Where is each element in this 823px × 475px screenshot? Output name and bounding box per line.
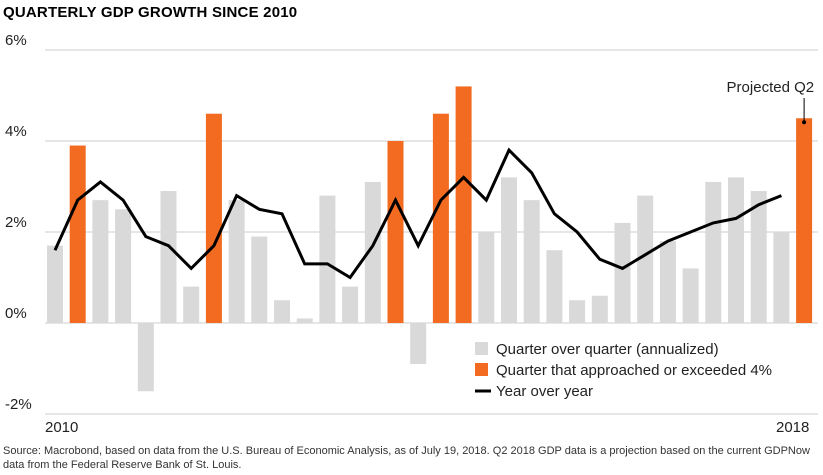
bar-highlight [796,118,813,323]
yoy-line [53,147,782,280]
bar [478,232,495,323]
bar [637,195,654,323]
bar [569,300,586,323]
bar [160,191,177,323]
yoy-line-layer [53,147,782,280]
bar [296,318,313,323]
bar [137,323,154,392]
annotation: Projected Q2 [727,79,815,125]
bar [773,232,790,323]
axis-labels: 6% 4% 2% 0% -2% 2010 2018 [5,32,809,436]
bar-highlight [387,141,404,323]
bar [682,268,699,323]
bar [228,200,245,323]
legend-qoq-label: Quarter over quarter (annualized) [496,341,719,358]
legend-qoq-swatch [475,342,488,355]
bar [705,181,722,323]
x-tick-label-end: 2018 [776,419,809,436]
bar-highlight [205,113,222,323]
bar [410,323,427,364]
bar [546,250,563,323]
bar-highlight [432,113,449,323]
y-tick-label: 4% [5,123,27,140]
legend-yoy-label: Year over year [496,383,593,400]
bar [342,286,359,323]
source-note: Source: Macrobond, based on data from th… [3,445,810,471]
bar [364,181,381,323]
bar [183,286,200,323]
bar [523,200,540,323]
bar [274,300,290,323]
bar [659,241,676,323]
bar [591,295,608,323]
bar [92,200,109,323]
bar [319,195,336,323]
bar [750,191,767,323]
annotation-dot [802,120,807,125]
legend: Quarter over quarter (annualized) Quarter… [475,341,772,400]
y-tick-label: 0% [5,305,27,322]
bar [47,245,63,323]
bar [115,209,132,323]
bar [501,177,517,323]
y-tick-label: -2% [5,396,32,413]
y-tick-label: 2% [5,214,27,231]
x-tick-label-start: 2010 [45,419,78,436]
bar [614,222,631,323]
legend-highlight-label: Quarter that approached or exceeded 4% [496,362,772,379]
chart-title: QUARTERLY GDP GROWTH SINCE 2010 [3,4,297,21]
bars [47,86,813,392]
bar-highlight [69,145,86,323]
bar [728,177,744,323]
annotation-label: Projected Q2 [727,79,815,96]
bar-highlight [455,86,472,324]
y-tick-label: 6% [5,32,27,49]
bar [251,236,268,323]
legend-highlight-swatch [475,363,488,376]
